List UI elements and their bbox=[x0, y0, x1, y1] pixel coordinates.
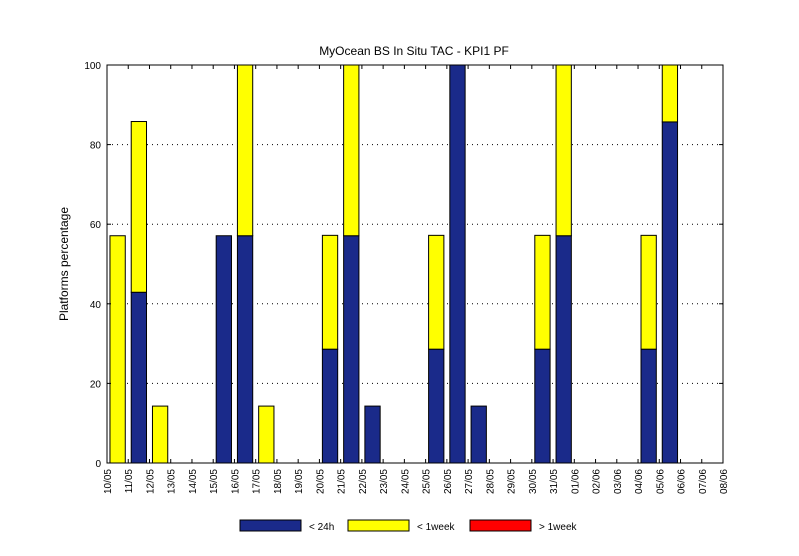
chart-title: MyOcean BS In Situ TAC - KPI1 PF bbox=[319, 44, 509, 58]
x-tick-label: 11/05 bbox=[124, 469, 135, 494]
x-tick-label: 12/05 bbox=[145, 469, 156, 494]
x-tick-label: 27/05 bbox=[464, 469, 475, 494]
y-tick-label: 100 bbox=[84, 61, 101, 72]
bar-segment bbox=[428, 234, 445, 350]
x-tick-label: 15/05 bbox=[209, 469, 220, 494]
y-tick-label: 0 bbox=[95, 459, 101, 470]
x-tick-label: 22/05 bbox=[358, 469, 369, 494]
x-tick-label: 21/05 bbox=[337, 469, 348, 494]
x-tick-label: 25/05 bbox=[422, 469, 433, 494]
bar-segment bbox=[215, 235, 232, 464]
x-tick-label: 24/05 bbox=[400, 469, 411, 494]
bar-segment bbox=[470, 405, 487, 464]
x-tick-label: 28/05 bbox=[485, 469, 496, 494]
bar-segment bbox=[343, 64, 360, 237]
legend-label: < 1week bbox=[417, 522, 456, 533]
bar-segment bbox=[321, 348, 339, 464]
x-tick-label: 10/05 bbox=[103, 469, 114, 494]
x-tick-label: 30/05 bbox=[528, 469, 539, 494]
x-tick-label: 26/05 bbox=[443, 469, 454, 494]
legend-swatch bbox=[469, 519, 532, 532]
y-tick-label: 40 bbox=[90, 300, 102, 311]
x-tick-label: 04/06 bbox=[634, 469, 645, 494]
y-axis-label: Platforms percentage bbox=[57, 207, 71, 321]
bar-segment bbox=[555, 64, 572, 237]
bar-segment bbox=[534, 234, 551, 350]
y-tick-label: 20 bbox=[90, 379, 102, 390]
bar-segment bbox=[661, 64, 679, 123]
bar-segment bbox=[151, 405, 169, 464]
x-tick-label: 20/05 bbox=[315, 469, 326, 494]
bar-segment bbox=[130, 291, 148, 464]
bar-segment bbox=[640, 234, 657, 350]
y-tick-label: 80 bbox=[90, 141, 102, 152]
bar-segment bbox=[343, 235, 360, 464]
bar-segment bbox=[661, 121, 679, 464]
legend-label: < 24h bbox=[309, 522, 334, 533]
bar-segment bbox=[534, 348, 551, 464]
legend-swatch bbox=[347, 519, 410, 532]
x-tick-label: 14/05 bbox=[188, 469, 199, 494]
x-tick-label: 01/06 bbox=[570, 469, 581, 494]
x-tick-label: 06/06 bbox=[677, 469, 688, 494]
bar-segment bbox=[640, 348, 657, 464]
x-tick-label: 18/05 bbox=[273, 469, 284, 494]
x-tick-label: 17/05 bbox=[252, 469, 263, 494]
bar-segment bbox=[109, 235, 126, 464]
bar-segment bbox=[321, 234, 339, 350]
x-tick-label: 16/05 bbox=[230, 469, 241, 494]
bar-segment bbox=[428, 348, 445, 464]
x-tick-label: 02/06 bbox=[592, 469, 603, 494]
legend-label: > 1week bbox=[539, 522, 578, 533]
x-tick-label: 13/05 bbox=[167, 469, 178, 494]
x-tick-label: 19/05 bbox=[294, 469, 305, 494]
x-tick-label: 31/05 bbox=[549, 469, 560, 494]
x-tick-label: 07/06 bbox=[698, 469, 709, 494]
bar-segment bbox=[258, 405, 275, 464]
bar-segment bbox=[555, 235, 572, 464]
x-tick-label: 29/05 bbox=[507, 469, 518, 494]
legend-swatch bbox=[239, 519, 302, 532]
x-tick-label: 05/06 bbox=[655, 469, 666, 494]
bar-segment bbox=[236, 235, 254, 464]
y-tick-label: 60 bbox=[90, 220, 102, 231]
bar-segment bbox=[449, 64, 466, 464]
bar-segment bbox=[130, 121, 148, 293]
x-tick-label: 03/06 bbox=[613, 469, 624, 494]
x-tick-label: 08/06 bbox=[719, 469, 730, 494]
plot-frame bbox=[106, 64, 724, 464]
bar-segment bbox=[364, 405, 381, 464]
bar-segment bbox=[236, 64, 254, 237]
x-tick-label: 23/05 bbox=[379, 469, 390, 494]
